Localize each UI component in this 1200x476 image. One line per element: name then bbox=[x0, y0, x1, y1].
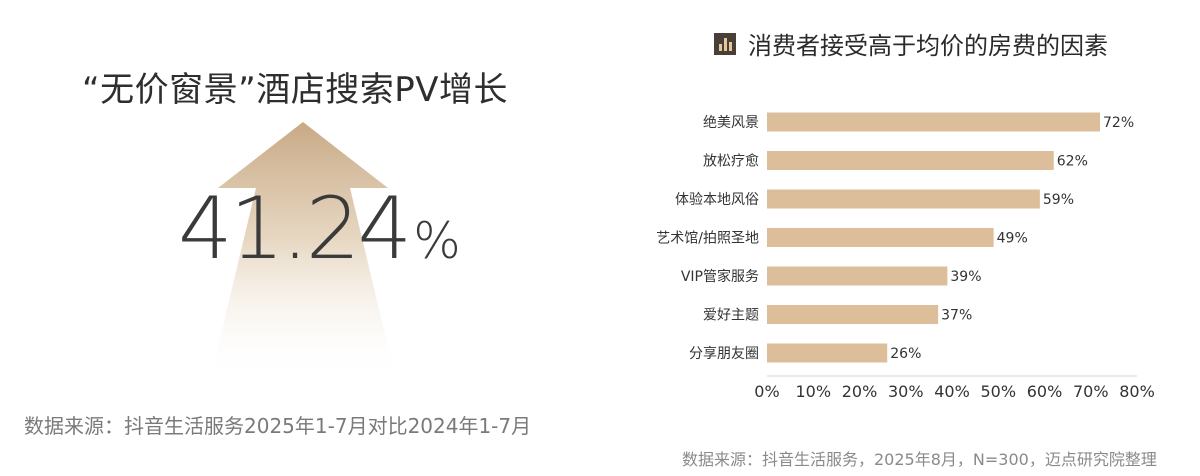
category-label: 绝美风景 bbox=[703, 115, 759, 131]
bar bbox=[767, 305, 939, 324]
x-tick-label: 40% bbox=[934, 382, 970, 401]
x-tick-label: 20% bbox=[842, 382, 878, 401]
bar bbox=[767, 189, 1040, 209]
big-unit: % bbox=[413, 212, 461, 270]
big-percentage: 41.24% bbox=[178, 186, 461, 272]
chart-title-text: 消费者接受高于均价的房费的因素 bbox=[748, 32, 1108, 60]
bar bbox=[767, 343, 888, 363]
bar-chart-icon bbox=[714, 32, 736, 55]
left-source: 数据来源：抖音生活服务2025年1-7月对比2024年1-7月 bbox=[24, 414, 532, 438]
left-title: “无价窗景”酒店搜索PV增长 bbox=[82, 70, 508, 110]
up-arrow-graphic bbox=[210, 122, 396, 380]
category-label: 放松疗愈 bbox=[703, 154, 759, 170]
value-label: 37% bbox=[941, 308, 972, 324]
value-label: 62% bbox=[1057, 154, 1088, 170]
x-tick-label: 10% bbox=[795, 382, 831, 401]
factors-bar-chart: 0% 10% 20% 30% 40% 50% 60% 70% 80% 绝美风景 72% 放松疗愈 62%… bbox=[656, 112, 1155, 401]
category-label: 爱好主题 bbox=[703, 308, 759, 324]
category-label: 分享朋友圈 bbox=[689, 345, 759, 362]
x-tick-label: 70% bbox=[1073, 382, 1109, 401]
arrow-shape bbox=[210, 122, 396, 380]
left-panel: “无价窗景”酒店搜索PV增长 41.24% 数据来源：抖音生活服务2025年1-… bbox=[24, 70, 532, 438]
right-source: 数据来源：抖音生活服务，2025年8月，N=300，迈点研究院整理 bbox=[682, 450, 1157, 469]
bar bbox=[767, 151, 1054, 170]
value-label: 26% bbox=[890, 346, 921, 362]
big-value: 41.24 bbox=[178, 179, 412, 279]
chart-title: 消费者接受高于均价的房费的因素 bbox=[714, 26, 1108, 61]
value-label: 49% bbox=[997, 231, 1028, 247]
x-tick-label: 50% bbox=[980, 382, 1016, 401]
category-label: 体验本地风俗 bbox=[675, 192, 759, 208]
bar bbox=[767, 266, 948, 286]
x-tick-label: 60% bbox=[1027, 382, 1063, 401]
category-label: 艺术馆/拍照圣地 bbox=[656, 231, 759, 247]
x-tick-label: 30% bbox=[888, 382, 924, 401]
x-tick-label: 80% bbox=[1119, 382, 1155, 401]
category-label: VIP管家服务 bbox=[681, 268, 759, 285]
value-label: 59% bbox=[1043, 192, 1074, 208]
bar bbox=[767, 112, 1100, 132]
value-label: 72% bbox=[1103, 115, 1134, 131]
value-label: 39% bbox=[950, 269, 981, 285]
bar bbox=[767, 228, 994, 247]
x-tick-label: 0% bbox=[754, 382, 779, 401]
